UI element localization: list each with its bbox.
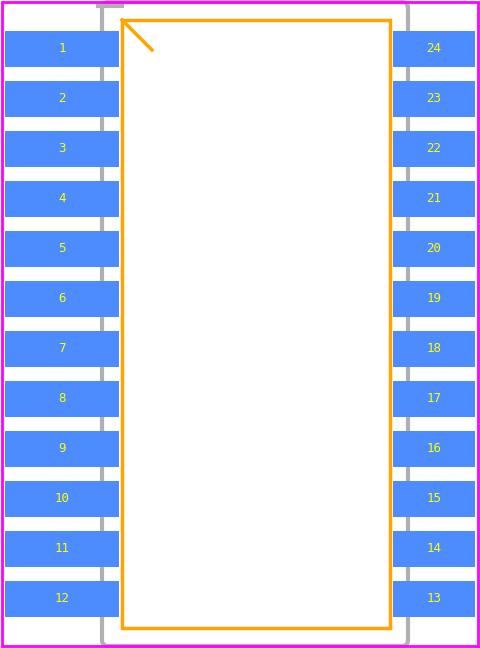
Bar (393, 181, 475, 217)
Text: 21: 21 (427, 192, 442, 205)
Bar (5, 81, 119, 117)
Text: 23: 23 (427, 93, 442, 106)
Bar (5, 581, 119, 617)
Bar (393, 31, 475, 67)
Text: 10: 10 (55, 492, 70, 505)
Bar (5, 531, 119, 567)
Text: 12: 12 (55, 592, 70, 605)
Text: 14: 14 (427, 542, 442, 555)
Text: 7: 7 (58, 343, 66, 356)
Bar (393, 381, 475, 417)
Text: 18: 18 (427, 343, 442, 356)
Text: 16: 16 (427, 443, 442, 456)
Text: 15: 15 (427, 492, 442, 505)
Bar (122, 20, 390, 628)
Bar (393, 531, 475, 567)
Bar (5, 381, 119, 417)
Bar (393, 281, 475, 317)
Bar (393, 581, 475, 617)
Bar (5, 31, 119, 67)
Text: 20: 20 (427, 242, 442, 255)
Text: 6: 6 (58, 292, 66, 305)
Bar (5, 231, 119, 267)
Bar (5, 131, 119, 167)
Bar (393, 481, 475, 517)
Text: 13: 13 (427, 592, 442, 605)
Bar (5, 281, 119, 317)
Text: 17: 17 (427, 393, 442, 406)
Bar (5, 181, 119, 217)
Bar (5, 431, 119, 467)
Bar (393, 331, 475, 367)
Bar (5, 331, 119, 367)
Text: 3: 3 (58, 143, 66, 156)
Text: 19: 19 (427, 292, 442, 305)
Bar (393, 431, 475, 467)
Bar (393, 131, 475, 167)
Text: 1: 1 (58, 43, 66, 56)
Text: 11: 11 (55, 542, 70, 555)
Text: 8: 8 (58, 393, 66, 406)
Text: 22: 22 (427, 143, 442, 156)
Text: 24: 24 (427, 43, 442, 56)
Bar (393, 81, 475, 117)
Bar (5, 481, 119, 517)
Text: 2: 2 (58, 93, 66, 106)
Text: 5: 5 (58, 242, 66, 255)
Text: 4: 4 (58, 192, 66, 205)
Text: 9: 9 (58, 443, 66, 456)
Bar (393, 231, 475, 267)
